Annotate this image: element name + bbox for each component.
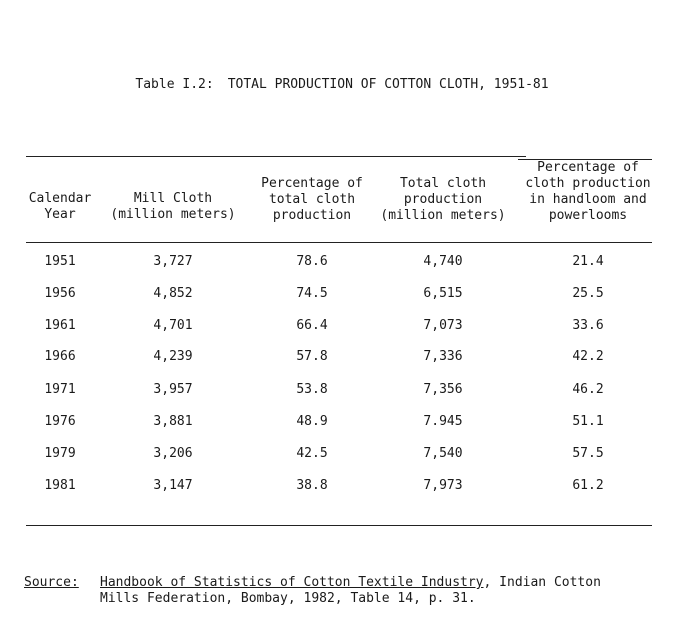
table-number: Table I.2:	[135, 77, 214, 92]
source-rest: , Indian Cotton	[483, 575, 601, 590]
cell-year: 1951	[44, 254, 76, 269]
top-rule-right	[518, 159, 652, 160]
cell-total-cloth: 7,073	[423, 318, 463, 333]
cell-year: 1956	[44, 286, 76, 301]
cell-total-cloth: 7,540	[423, 446, 463, 461]
table-row: 1981 3,147 38.8 7,973 61.2	[0, 478, 684, 496]
cell-pct-handloom: 51.1	[572, 414, 604, 429]
header-total-cloth: Total cloth production (million meters)	[376, 176, 510, 224]
cell-mill-cloth: 4,701	[153, 318, 193, 333]
cell-total-cloth: 7,336	[423, 349, 463, 364]
cell-year: 1979	[44, 446, 76, 461]
cell-pct-handloom: 42.2	[572, 349, 604, 364]
header-line: cloth production	[525, 176, 651, 191]
header-line: powerlooms	[548, 208, 628, 223]
source-line-2: Mills Federation, Bombay, 1982, Table 14…	[100, 591, 476, 606]
top-rule	[26, 156, 526, 157]
cell-mill-cloth: 4,852	[153, 286, 193, 301]
header-line: Year	[44, 207, 76, 222]
cell-mill-cloth: 3,727	[153, 254, 193, 269]
header-line: Percentage of	[261, 176, 363, 191]
cell-total-cloth: 7.945	[423, 414, 463, 429]
header-mill-cloth: Mill Cloth (million meters)	[100, 191, 246, 223]
header-line: Calendar	[28, 191, 92, 206]
source-publication: Handbook of Statistics of Cotton Textile…	[100, 575, 484, 590]
table-row: 1966 4,239 57.8 7,336 42.2	[0, 349, 684, 367]
header-calendar-year: Calendar Year	[22, 191, 98, 223]
cell-pct-handloom: 33.6	[572, 318, 604, 333]
cell-pct-total: 38.8	[296, 478, 328, 493]
cell-mill-cloth: 3,147	[153, 478, 193, 493]
header-line: production	[403, 192, 483, 207]
header-percentage-handloom: Percentage of cloth production in handlo…	[516, 160, 660, 224]
header-percentage-total: Percentage of total cloth production	[252, 176, 372, 224]
cell-pct-total: 42.5	[296, 446, 328, 461]
table-row: 1951 3,727 78.6 4,740 21.4	[0, 254, 684, 272]
source-label: Source:	[24, 575, 79, 590]
cell-year: 1981	[44, 478, 76, 493]
header-line: Total cloth	[399, 176, 487, 191]
header-line: Mill Cloth	[133, 191, 213, 206]
cell-total-cloth: 7,356	[423, 382, 463, 397]
cell-mill-cloth: 3,881	[153, 414, 193, 429]
cell-pct-total: 48.9	[296, 414, 328, 429]
header-line: total cloth	[268, 192, 356, 207]
table-row: 1979 3,206 42.5 7,540 57.5	[0, 446, 684, 464]
cell-year: 1961	[44, 318, 76, 333]
cell-year: 1966	[44, 349, 76, 364]
header-line: (million meters)	[380, 208, 506, 223]
cell-pct-handloom: 25.5	[572, 286, 604, 301]
table-row: 1961 4,701 66.4 7,073 33.6	[0, 318, 684, 336]
cell-year: 1976	[44, 414, 76, 429]
source-citation: Handbook of Statistics of Cotton Textile…	[100, 575, 601, 607]
header-line: Percentage of	[537, 160, 639, 175]
header-line: in handloom and	[529, 192, 647, 207]
cell-pct-total: 66.4	[296, 318, 328, 333]
cell-total-cloth: 6,515	[423, 286, 463, 301]
cell-mill-cloth: 3,957	[153, 382, 193, 397]
cell-pct-handloom: 21.4	[572, 254, 604, 269]
table-row: 1956 4,852 74.5 6,515 25.5	[0, 286, 684, 304]
cell-pct-total: 74.5	[296, 286, 328, 301]
cell-pct-handloom: 57.5	[572, 446, 604, 461]
table-row: 1976 3,881 48.9 7.945 51.1	[0, 414, 684, 432]
header-line: (million meters)	[110, 207, 236, 222]
header-rule	[26, 242, 652, 243]
cell-pct-total: 78.6	[296, 254, 328, 269]
cell-total-cloth: 4,740	[423, 254, 463, 269]
source-line-1: Handbook of Statistics of Cotton Textile…	[100, 575, 601, 591]
cell-pct-handloom: 46.2	[572, 382, 604, 397]
cell-total-cloth: 7,973	[423, 478, 463, 493]
cell-year: 1971	[44, 382, 76, 397]
bottom-rule	[26, 525, 652, 526]
cell-pct-total: 53.8	[296, 382, 328, 397]
table-row: 1971 3,957 53.8 7,356 46.2	[0, 382, 684, 400]
cell-mill-cloth: 3,206	[153, 446, 193, 461]
header-line: production	[272, 208, 352, 223]
cell-pct-total: 57.8	[296, 349, 328, 364]
cell-mill-cloth: 4,239	[153, 349, 193, 364]
table-title: Table I.2: TOTAL PRODUCTION OF COTTON CLO…	[0, 77, 684, 92]
cell-pct-handloom: 61.2	[572, 478, 604, 493]
table-title-text: TOTAL PRODUCTION OF COTTON CLOTH, 1951-8…	[227, 77, 549, 92]
